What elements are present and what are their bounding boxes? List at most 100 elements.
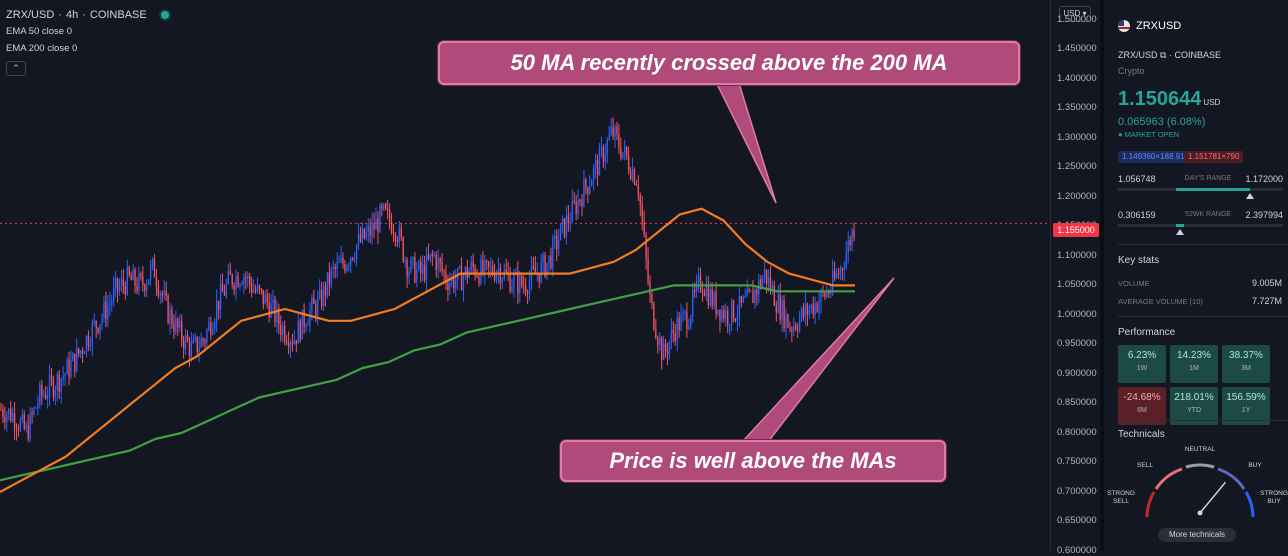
perf-cell-1y[interactable]: 156.59% 1Y [1222, 387, 1270, 425]
technicals-gauge: STRONG SELL SELL NEUTRAL BUY STRONG BUY [1104, 445, 1288, 551]
candle-body [214, 321, 216, 330]
candle-body [276, 308, 278, 323]
candle-body [252, 289, 255, 293]
candle-body [728, 324, 731, 326]
currency-select[interactable]: USD ▾ [1059, 6, 1091, 22]
candle-body [600, 147, 603, 149]
gauge-label-sell: SELL [1137, 462, 1153, 469]
ema50-line[interactable] [0, 207, 855, 493]
category-label: Crypto [1118, 66, 1145, 76]
candle-body [414, 257, 416, 283]
perf-period: YTD [1187, 407, 1201, 414]
candle-body [394, 234, 397, 240]
candle-body [357, 234, 360, 246]
pair-label[interactable]: ZRX/USD [1118, 50, 1158, 60]
candle-body [272, 299, 274, 303]
candle-body [602, 147, 605, 162]
candle-body [624, 146, 626, 153]
candle-body [165, 291, 167, 297]
price-axis[interactable]: USD ▾ 1.500000 1.450000 1.400000 1.350000 1.… [1050, 0, 1101, 556]
candle-body [408, 271, 410, 277]
candle-body [493, 273, 496, 280]
candle-body [155, 277, 158, 287]
candle-body [324, 285, 327, 296]
more-technicals-button[interactable]: More technicals [1158, 528, 1236, 542]
perf-cell-6m[interactable]: -24.68% 6M [1118, 387, 1166, 425]
candle-body [320, 289, 323, 307]
candle-body [264, 294, 266, 305]
price-tick: 1.050000 [1057, 279, 1097, 291]
candle-body [122, 279, 125, 286]
candle-body [388, 209, 391, 222]
ema50-legend[interactable]: EMA 50 close 0 [6, 26, 73, 37]
wk52-range-marker-icon [1176, 229, 1184, 235]
candle-body [447, 283, 449, 291]
candle-body [486, 260, 488, 262]
candle-body [237, 275, 239, 287]
perf-cell-1m[interactable]: 14.23% 1M [1170, 345, 1218, 383]
candle-body [17, 429, 20, 431]
candle-body [278, 308, 280, 325]
price-tick: 1.300000 [1057, 131, 1097, 143]
candle-body [326, 272, 329, 296]
gauge-label-strong-buy: STRONG BUY [1260, 490, 1288, 505]
candle-body [64, 374, 66, 377]
candle-body [50, 375, 53, 380]
candle-body [210, 322, 212, 335]
chart-area[interactable]: ZRX/USD · 4h · COINBASE EMA 50 close 0 E… [0, 0, 1050, 551]
perf-value: 14.23% [1177, 350, 1211, 361]
candle-body [416, 269, 418, 283]
price-tick: 1.500000 [1057, 13, 1097, 25]
candle-body [831, 270, 834, 291]
candle-body [557, 240, 560, 250]
perf-cell-ytd[interactable]: 218.01% YTD [1170, 387, 1218, 425]
chevron-up-icon[interactable]: ⌃ [6, 61, 26, 76]
perf-period: 1Y [1241, 407, 1251, 414]
candle-body [309, 310, 311, 325]
candle-body [762, 277, 764, 287]
candle-body [779, 294, 781, 321]
exchange-label: COINBASE [1174, 50, 1221, 60]
candle-body [546, 262, 548, 277]
candle-body [188, 341, 191, 357]
candle-body [60, 378, 62, 393]
candle-body [631, 169, 634, 179]
ema200-legend[interactable]: EMA 200 close 0 [6, 43, 78, 54]
performance-grid: 6.23% 1W 14.23% 1M 38.37% 3M -24.68% 6M 218.… [1118, 345, 1270, 425]
perf-cell-3m[interactable]: 38.37% 3M [1222, 345, 1270, 383]
candle-body [111, 300, 113, 304]
gauge-buy-arc [1217, 467, 1246, 490]
candle-body [402, 237, 404, 261]
candle-body [795, 325, 797, 330]
us-flag-icon [1118, 20, 1130, 32]
candle-body [756, 289, 758, 295]
candle-body [802, 308, 805, 317]
candle-body [204, 341, 206, 343]
candle-body [375, 218, 377, 230]
candle-body [845, 252, 847, 269]
candle-body [365, 232, 367, 239]
candle-body [466, 267, 469, 278]
day-range-high: 1.172000 [1245, 174, 1283, 184]
perf-cell-1w[interactable]: 6.23% 1W [1118, 345, 1166, 383]
candle-body [692, 290, 694, 316]
candle-body [730, 300, 733, 325]
perf-value: 156.59% [1226, 392, 1266, 403]
candle-body [672, 329, 674, 333]
candle-body [565, 215, 568, 237]
gauge-strong-buy-arc [1244, 491, 1255, 518]
external-link-icon[interactable]: ⧉ [1160, 50, 1167, 60]
ema200-line[interactable] [0, 284, 855, 482]
candlestick-chart[interactable] [0, 0, 1050, 551]
candle-body [703, 292, 706, 296]
price-tick: 0.750000 [1057, 456, 1097, 468]
candle-body [291, 342, 294, 345]
candle-body [78, 348, 80, 354]
panel-title[interactable]: ZRXUSD [1118, 20, 1181, 32]
candle-body [369, 226, 371, 237]
candle-body [293, 340, 296, 345]
candle-body [719, 309, 721, 321]
candle-body [54, 390, 57, 397]
perf-period: 1M [1189, 365, 1199, 372]
wk52-range-bar [1118, 224, 1283, 227]
